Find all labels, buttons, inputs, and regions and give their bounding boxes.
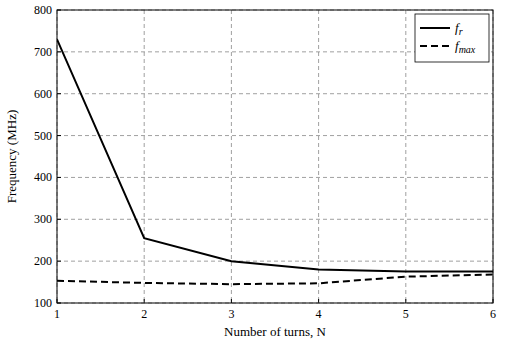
tick-label-y: 600 bbox=[34, 87, 52, 101]
legend-box bbox=[415, 14, 489, 62]
tick-x bbox=[144, 299, 145, 303]
legend-label: fmax bbox=[455, 38, 476, 55]
chart-svg: 1 2 3 4 5 6 100 200 300 400 500 600 700 800 Number of … bbox=[0, 0, 508, 348]
legend-swatch bbox=[420, 27, 450, 29]
legend: frfmax bbox=[415, 14, 489, 62]
tick-label-y: 300 bbox=[34, 212, 52, 226]
tick-label-x: 5 bbox=[403, 307, 409, 321]
grid bbox=[57, 10, 493, 303]
grid-line-x bbox=[231, 10, 232, 303]
grid-line-y bbox=[57, 219, 493, 220]
tick-label-x: 1 bbox=[54, 307, 60, 321]
tick-label-x: 3 bbox=[228, 307, 234, 321]
tick-label-y: 200 bbox=[34, 254, 52, 268]
tick-label-y: 500 bbox=[34, 129, 52, 143]
legend-label-sub: max bbox=[459, 44, 476, 55]
plot-frame bbox=[57, 10, 493, 303]
tick-y bbox=[57, 93, 61, 94]
tick-label-y: 800 bbox=[34, 3, 52, 17]
tick-y bbox=[57, 135, 61, 136]
tick-x bbox=[318, 299, 319, 303]
tick-label-y: 700 bbox=[34, 45, 52, 59]
tick-y bbox=[57, 219, 61, 220]
tick-label-x: 2 bbox=[141, 307, 147, 321]
series-line bbox=[57, 39, 493, 271]
y-axis-label: Frequency (MHz) bbox=[4, 110, 19, 204]
grid-line-x bbox=[405, 10, 406, 303]
x-axis-label: Number of turns, N bbox=[224, 324, 326, 339]
tick-y bbox=[57, 177, 61, 178]
background bbox=[0, 0, 508, 348]
tick-x bbox=[231, 299, 232, 303]
grid-line-x bbox=[144, 10, 145, 303]
plot-area bbox=[57, 39, 493, 284]
series-line bbox=[57, 275, 493, 285]
grid-line-y bbox=[57, 261, 493, 262]
tick-y bbox=[57, 51, 61, 52]
grid-line-y bbox=[57, 93, 493, 94]
grid-line-y bbox=[57, 177, 493, 178]
chart-container: 1 2 3 4 5 6 100 200 300 400 500 600 700 800 Number of … bbox=[0, 0, 508, 348]
tick-x bbox=[405, 299, 406, 303]
legend-swatch bbox=[420, 45, 450, 47]
tick-label-y: 100 bbox=[34, 296, 52, 310]
legend-label-sub: r bbox=[459, 26, 463, 37]
grid-line-x bbox=[318, 10, 319, 303]
legend-label: fr bbox=[455, 20, 463, 37]
tick-label-y: 400 bbox=[34, 170, 52, 184]
tick-label-x: 4 bbox=[316, 307, 322, 321]
tick-y bbox=[57, 261, 61, 262]
grid-line-y bbox=[57, 135, 493, 136]
tick-label-x: 6 bbox=[490, 307, 496, 321]
